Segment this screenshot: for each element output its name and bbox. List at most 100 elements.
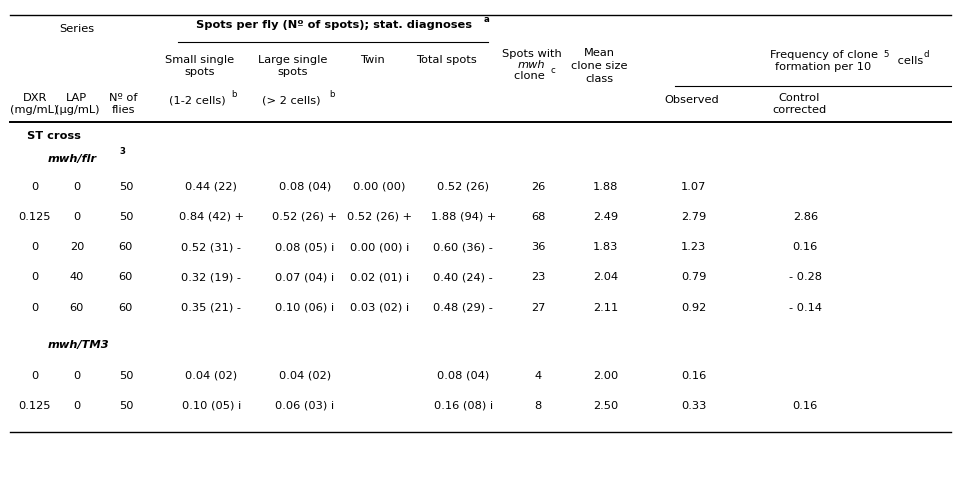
Text: 0.52 (31) -: 0.52 (31) - [182,242,241,252]
Text: 0.06 (03) i: 0.06 (03) i [275,401,334,411]
Text: Mean
clone size
class: Mean clone size class [572,48,628,84]
Text: 0.32 (19) -: 0.32 (19) - [182,272,241,283]
Text: 0: 0 [31,182,38,192]
Text: 0.08 (04): 0.08 (04) [437,371,489,381]
Text: 8: 8 [534,401,542,411]
Text: 0: 0 [31,302,38,313]
Text: 0.00 (00): 0.00 (00) [354,182,406,192]
Text: 0: 0 [31,371,38,381]
Text: 0.52 (26) +: 0.52 (26) + [272,212,337,222]
Text: 0.02 (01) i: 0.02 (01) i [350,272,409,283]
Text: 2.86: 2.86 [793,212,818,222]
Text: 5: 5 [883,50,889,59]
Text: 20: 20 [70,242,84,252]
Text: 0.04 (02): 0.04 (02) [185,371,237,381]
Text: 0: 0 [73,401,81,411]
Text: 60: 60 [119,302,133,313]
Text: Total spots: Total spots [416,55,478,65]
Text: Twin: Twin [360,55,385,65]
Text: 2.79: 2.79 [681,212,706,222]
Text: 60: 60 [119,272,133,283]
Text: 2.00: 2.00 [593,371,618,381]
Text: 0.52 (26): 0.52 (26) [437,182,489,192]
Text: 0.33: 0.33 [681,401,706,411]
Text: 2.49: 2.49 [593,212,618,222]
Text: 50: 50 [118,182,134,192]
Text: 0.44 (22): 0.44 (22) [185,182,237,192]
Text: (1-2 cells): (1-2 cells) [169,95,225,105]
Text: 0.00 (00) i: 0.00 (00) i [350,242,409,252]
Text: 68: 68 [531,212,545,222]
Text: 1.88: 1.88 [593,182,618,192]
Text: 2.50: 2.50 [593,401,618,411]
Text: cells: cells [894,56,923,66]
Text: b: b [232,90,237,99]
Text: 23: 23 [531,272,545,283]
Text: 2.04: 2.04 [593,272,618,283]
Text: 0.60 (36) -: 0.60 (36) - [433,242,493,252]
Text: 0.08 (05) i: 0.08 (05) i [275,242,334,252]
Text: 0: 0 [73,212,81,222]
Text: 36: 36 [531,242,545,252]
Text: 1.88 (94) +: 1.88 (94) + [431,212,496,222]
Text: 0.07 (04) i: 0.07 (04) i [275,272,334,283]
Text: 2.11: 2.11 [593,302,618,313]
Text: ST cross: ST cross [27,131,81,141]
Text: 0.16: 0.16 [681,371,706,381]
Text: 3: 3 [119,147,125,156]
Text: 0.08 (04): 0.08 (04) [279,182,331,192]
Text: 0: 0 [73,182,81,192]
Text: Large single
spots: Large single spots [259,54,328,77]
Text: Frequency of clone
formation per 10: Frequency of clone formation per 10 [770,50,877,72]
Text: 50: 50 [118,212,134,222]
Text: Nº of
flies: Nº of flies [109,93,137,115]
Text: mwh/flr: mwh/flr [48,154,97,164]
Text: 26: 26 [531,182,545,192]
Text: Series: Series [60,24,94,34]
Text: Control
corrected: Control corrected [773,93,826,115]
Text: 0.84 (42) +: 0.84 (42) + [179,212,244,222]
Text: 0.52 (26) +: 0.52 (26) + [347,212,412,222]
Text: 1.07: 1.07 [681,182,706,192]
Text: 0.79: 0.79 [681,272,706,283]
Text: 0.16 (08) i: 0.16 (08) i [433,401,493,411]
Text: DXR
(mg/mL): DXR (mg/mL) [11,93,59,115]
Text: 0.04 (02): 0.04 (02) [279,371,331,381]
Text: 60: 60 [70,302,84,313]
Text: - 0.28: - 0.28 [789,272,822,283]
Text: 27: 27 [531,302,545,313]
Text: 0.10 (06) i: 0.10 (06) i [275,302,334,313]
Text: Small single
spots: Small single spots [165,54,234,77]
Text: 0.125: 0.125 [18,401,51,411]
Text: mwh: mwh [518,60,545,70]
Text: clone: clone [514,71,549,81]
Text: a: a [483,14,489,24]
Text: 0: 0 [31,272,38,283]
Text: 50: 50 [118,401,134,411]
Text: 0.03 (02) i: 0.03 (02) i [350,302,409,313]
Text: c: c [551,66,554,75]
Text: 0.48 (29) -: 0.48 (29) - [433,302,493,313]
Text: b: b [329,90,334,99]
Text: 1.23: 1.23 [681,242,706,252]
Text: 0: 0 [31,242,38,252]
Text: d: d [924,50,929,59]
Text: 4: 4 [534,371,542,381]
Text: 0.35 (21) -: 0.35 (21) - [182,302,241,313]
Text: Spots per fly (Nº of spots); stat. diagnoses: Spots per fly (Nº of spots); stat. diagn… [196,20,473,30]
Text: (> 2 cells): (> 2 cells) [262,95,320,105]
Text: 50: 50 [118,371,134,381]
Text: LAP
(µg/mL): LAP (µg/mL) [55,93,99,115]
Text: 0.16: 0.16 [793,401,818,411]
Text: 0.125: 0.125 [18,212,51,222]
Text: 0.92: 0.92 [681,302,706,313]
Text: 0: 0 [73,371,81,381]
Text: 0.40 (24) -: 0.40 (24) - [433,272,493,283]
Text: 0.10 (05) i: 0.10 (05) i [182,401,241,411]
Text: - 0.14: - 0.14 [789,302,822,313]
Text: 40: 40 [70,272,84,283]
Text: Observed: Observed [665,95,719,105]
Text: Spots with: Spots with [502,49,561,58]
Text: mwh/TM3: mwh/TM3 [48,341,110,350]
Text: 0.16: 0.16 [793,242,818,252]
